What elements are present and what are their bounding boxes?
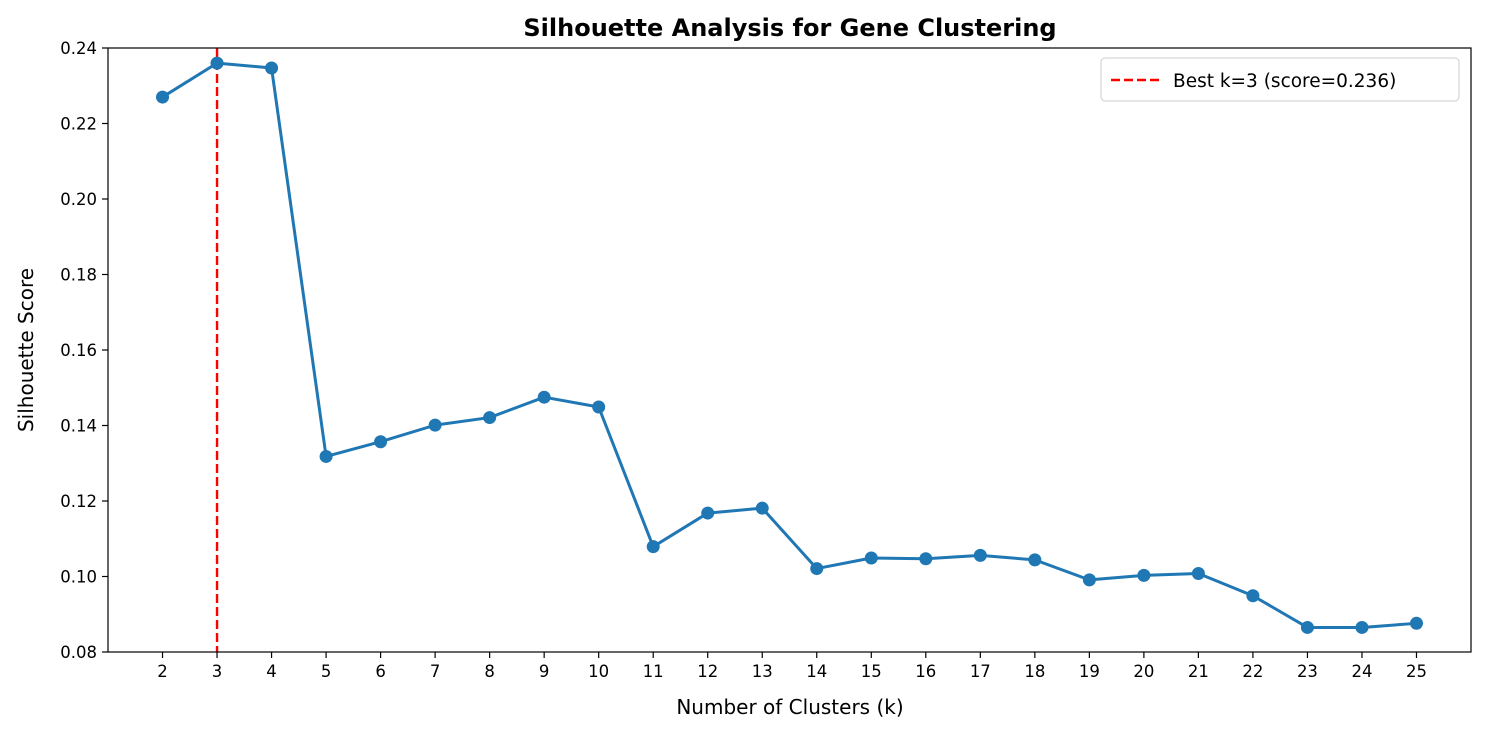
data-point-k9 (537, 390, 551, 404)
x-tick-label: 24 (1351, 662, 1372, 681)
data-point-k25 (1409, 616, 1423, 630)
data-point-k12 (701, 506, 715, 520)
x-tick-label: 14 (806, 662, 827, 681)
x-tick-label: 21 (1188, 662, 1209, 681)
x-tick-label: 8 (484, 662, 495, 681)
data-point-k17 (973, 548, 987, 562)
x-tick-label: 18 (1024, 662, 1045, 681)
x-tick-label: 11 (643, 662, 664, 681)
x-tick-label: 6 (375, 662, 386, 681)
silhouette-series-line (161, 61, 1417, 629)
data-point-k10 (592, 400, 606, 414)
data-point-k23 (1300, 620, 1314, 634)
data-point-k15 (864, 551, 878, 565)
plot-frame (107, 47, 1472, 653)
x-tick-label: 22 (1242, 662, 1263, 681)
x-tick-label: 23 (1297, 662, 1318, 681)
x-tick-label: 16 (915, 662, 936, 681)
legend-box (1100, 57, 1460, 102)
data-point-k24 (1355, 620, 1369, 634)
data-point-k6 (374, 435, 388, 449)
data-point-k13 (755, 501, 769, 515)
y-axis-ticks: 0.08 0.10 0.12 0.14 0.16 0.18 0.20 0.22 0.24 (60, 39, 108, 662)
y-tick-label: 0.08 (60, 643, 97, 662)
x-tick-label: 19 (1079, 662, 1100, 681)
x-tick-label: 25 (1406, 662, 1427, 681)
y-tick-label: 0.18 (60, 266, 97, 285)
legend-label: Best k=3 (score=0.236) (1173, 71, 1396, 92)
x-tick-label: 7 (430, 662, 441, 681)
x-tick-label: 3 (212, 662, 223, 681)
legend: Best k=3 (score=0.236) (1100, 57, 1460, 102)
x-tick-label: 20 (1133, 662, 1154, 681)
chart-title: Silhouette Analysis for Gene Clustering (523, 14, 1056, 42)
y-tick-label: 0.12 (60, 492, 97, 511)
data-point-k14 (810, 562, 824, 576)
x-axis-label: Number of Clusters (k) (676, 695, 903, 719)
data-point-k2 (156, 90, 170, 104)
x-tick-label: 12 (697, 662, 718, 681)
y-tick-label: 0.22 (60, 115, 97, 134)
data-point-k18 (1028, 553, 1042, 567)
x-tick-label: 9 (539, 662, 550, 681)
x-tick-label: 2 (157, 662, 168, 681)
x-axis-ticks: 2 3 4 5 6 7 8 9 10 11 12 13 14 15 16 17 18 19 20 21 22 23 24 25 (157, 652, 1427, 681)
y-tick-label: 0.14 (60, 417, 97, 436)
data-point-k19 (1082, 573, 1096, 587)
x-tick-label: 4 (266, 662, 277, 681)
x-tick-label: 10 (588, 662, 609, 681)
silhouette-series-points (156, 56, 1423, 634)
data-point-k8 (483, 411, 497, 425)
data-point-k22 (1246, 589, 1260, 603)
x-tick-label: 17 (970, 662, 991, 681)
y-tick-label: 0.24 (60, 39, 97, 58)
x-tick-label: 15 (861, 662, 882, 681)
x-tick-label: 5 (321, 662, 332, 681)
data-point-k3 (210, 56, 224, 70)
y-axis-label: Silhouette Score (14, 268, 38, 432)
data-point-k4 (265, 61, 279, 75)
data-point-k11 (646, 540, 660, 554)
data-point-k20 (1137, 568, 1151, 582)
y-tick-label: 0.10 (60, 568, 97, 587)
data-point-k7 (428, 418, 442, 432)
data-point-k21 (1191, 566, 1205, 580)
data-point-k5 (319, 449, 333, 463)
data-point-k16 (919, 552, 933, 566)
y-tick-label: 0.20 (60, 190, 97, 209)
y-tick-label: 0.16 (60, 341, 97, 360)
x-tick-label: 13 (752, 662, 773, 681)
